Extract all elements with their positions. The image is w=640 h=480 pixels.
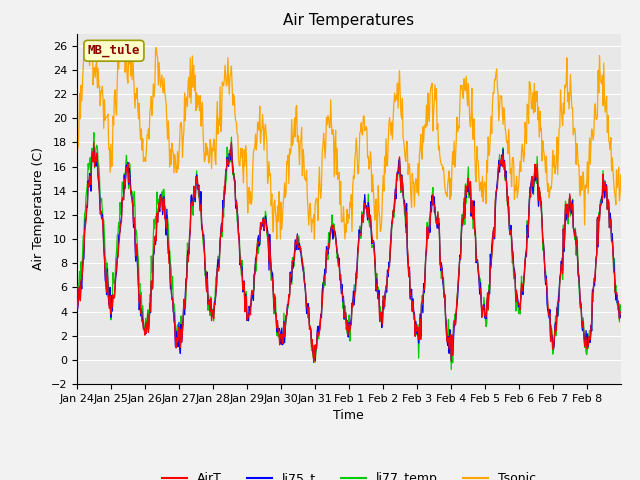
Text: MB_tule: MB_tule bbox=[88, 44, 140, 58]
Y-axis label: Air Temperature (C): Air Temperature (C) bbox=[32, 147, 45, 270]
Title: Air Temperatures: Air Temperatures bbox=[284, 13, 414, 28]
X-axis label: Time: Time bbox=[333, 409, 364, 422]
Legend: AirT, li75_t, li77_temp, Tsonic: AirT, li75_t, li77_temp, Tsonic bbox=[157, 468, 541, 480]
